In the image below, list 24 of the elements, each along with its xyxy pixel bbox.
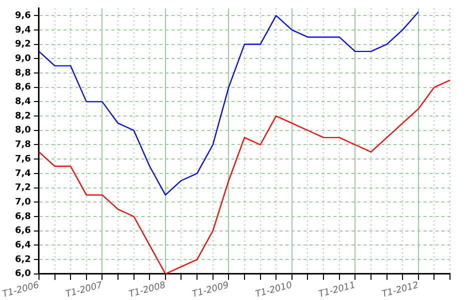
y-tick-label: 8,4	[14, 97, 31, 108]
y-tick-label: 6,2	[14, 254, 31, 265]
y-tick-label: 6,4	[14, 240, 31, 251]
y-tick-label: 8,6	[14, 82, 31, 93]
y-tick-label: 6,6	[14, 226, 31, 236]
y-tick-label: 9,2	[14, 40, 31, 50]
x-tick-label: T1-2011	[318, 280, 357, 300]
y-tick-label: 6,8	[14, 212, 31, 222]
y-tick-label: 8,2	[14, 111, 31, 122]
y-tick-label: 8,8	[14, 68, 31, 78]
y-tick-label: 7,4	[14, 168, 31, 179]
y-tick-label: 7,6	[14, 154, 31, 164]
y-tick-label: 6,0	[14, 269, 31, 280]
x-tick-label: T1-2010	[254, 280, 294, 300]
y-tick-label: 7,2	[14, 183, 31, 194]
y-tick-label: 7,8	[14, 140, 31, 150]
y-tick-label: 9,6	[14, 10, 31, 21]
x-tick-label: T1-2008	[128, 280, 168, 300]
y-tick-label: 9,0	[14, 54, 31, 64]
y-tick-label: 7,0	[14, 197, 31, 208]
x-tick-label: T1-2012	[381, 280, 420, 300]
y-tick-label: 9,4	[14, 25, 31, 36]
y-tick-label: 8,0	[14, 126, 31, 136]
x-tick-label: T1-2009	[191, 280, 230, 300]
